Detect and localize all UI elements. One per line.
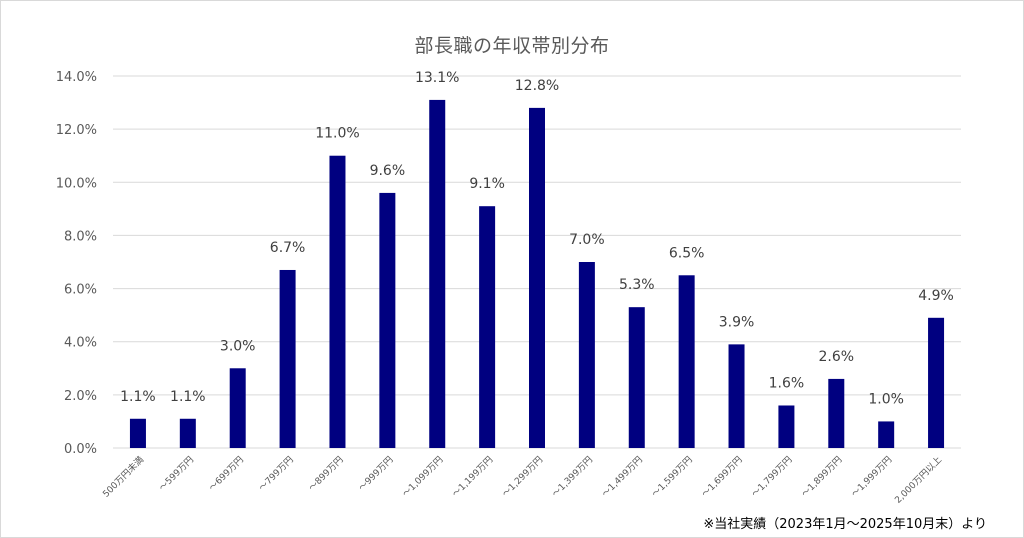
x-tick-label: ～1,899万円 bbox=[799, 454, 844, 499]
data-label: 6.5% bbox=[669, 245, 705, 261]
bar bbox=[578, 262, 595, 448]
x-tick-label: ～1,299万円 bbox=[500, 454, 545, 499]
x-tick-label: 2,000万円以上 bbox=[893, 454, 944, 505]
data-label: 1.1% bbox=[120, 389, 156, 405]
bar bbox=[379, 192, 396, 448]
x-tick-label: ～1,599万円 bbox=[650, 454, 695, 499]
x-tick-label: ～1,199万円 bbox=[450, 454, 495, 499]
data-label: 9.1% bbox=[469, 176, 505, 192]
data-label: 7.0% bbox=[569, 232, 605, 248]
data-label: 2.6% bbox=[819, 349, 855, 365]
data-label: 11.0% bbox=[315, 126, 359, 142]
bar bbox=[429, 99, 446, 449]
x-tick-label: ～1,699万円 bbox=[700, 454, 745, 499]
bars bbox=[129, 99, 945, 449]
data-label: 9.6% bbox=[370, 163, 406, 179]
bar bbox=[778, 405, 795, 448]
x-tick-label: ～599万円 bbox=[157, 454, 196, 493]
x-tick-label: ～799万円 bbox=[257, 454, 296, 493]
data-label: 5.3% bbox=[619, 277, 655, 293]
data-label: 1.6% bbox=[769, 375, 805, 391]
data-label: 1.1% bbox=[170, 389, 206, 405]
x-tick-label: ～1,399万円 bbox=[550, 454, 595, 499]
data-label: 3.0% bbox=[220, 338, 256, 354]
bar bbox=[828, 378, 845, 448]
x-tick-label: ～1,499万円 bbox=[600, 454, 645, 499]
bar bbox=[529, 107, 545, 448]
data-label: 12.8% bbox=[515, 78, 559, 94]
footnote: ※当社実績（2023年1月～2025年10月末）より bbox=[703, 517, 987, 532]
bar bbox=[928, 317, 945, 448]
y-tick-label: 8.0% bbox=[64, 229, 97, 244]
y-tick-label: 14.0% bbox=[56, 70, 97, 85]
bar bbox=[678, 275, 695, 448]
bar bbox=[628, 307, 645, 448]
bar bbox=[878, 421, 895, 448]
x-tick-label: ～699万円 bbox=[207, 454, 246, 493]
bar bbox=[728, 344, 745, 448]
chart-title: 部長職の年収帯別分布 bbox=[414, 35, 610, 57]
y-tick-label: 6.0% bbox=[64, 283, 97, 298]
y-axis-ticks: 0.0% 2.0% 4.0% 6.0% 8.0% 10.0% 12.0% 14.0% bbox=[56, 70, 97, 457]
data-label: 3.9% bbox=[719, 314, 755, 330]
data-labels: 1.1% 1.1% 3.0% 6.7% 11.0% 9.6% 13.1% 9.1% 12.8% 7… bbox=[120, 70, 954, 408]
x-tick-label: ～1,099万円 bbox=[400, 454, 445, 499]
data-label: 6.7% bbox=[270, 240, 306, 256]
bar bbox=[279, 269, 296, 448]
y-tick-label: 10.0% bbox=[56, 176, 97, 191]
x-axis-ticks: 500万円未満 ～599万円 ～699万円 ～799万円 ～899万円 ～999万円 ～1,… bbox=[100, 454, 944, 506]
bar bbox=[129, 418, 146, 448]
y-tick-label: 4.0% bbox=[64, 336, 97, 351]
bar bbox=[479, 206, 496, 448]
x-tick-label: ～1,799万円 bbox=[749, 454, 794, 499]
data-label: 1.0% bbox=[868, 391, 904, 407]
bar bbox=[329, 155, 346, 448]
x-tick-label: 500万円未満 bbox=[100, 454, 146, 500]
data-label: 4.9% bbox=[918, 288, 954, 304]
y-tick-label: 2.0% bbox=[64, 389, 97, 404]
bar bbox=[179, 418, 196, 448]
y-tick-label: 0.0% bbox=[64, 442, 97, 457]
data-label: 13.1% bbox=[415, 70, 459, 86]
y-tick-label: 12.0% bbox=[56, 123, 97, 138]
x-tick-label: ～999万円 bbox=[356, 454, 395, 493]
x-tick-label: ～899万円 bbox=[307, 454, 346, 493]
x-tick-label: ～1,999万円 bbox=[849, 454, 894, 499]
bar bbox=[229, 368, 246, 448]
